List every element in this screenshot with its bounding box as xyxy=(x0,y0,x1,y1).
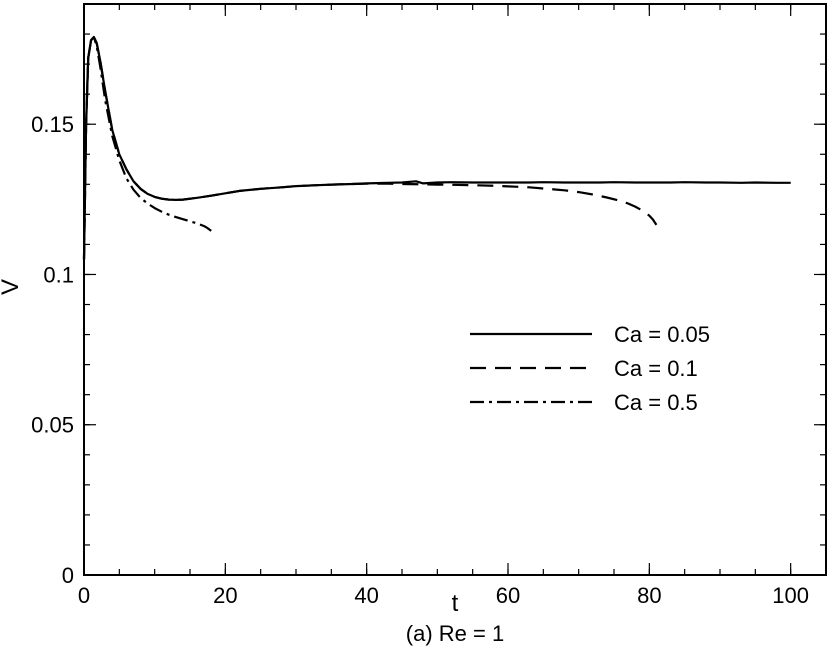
legend-label-ca-0-05: Ca = 0.05 xyxy=(614,322,710,347)
plot-frame xyxy=(83,3,827,576)
x-tick-label: 20 xyxy=(213,583,237,608)
y-tick-label: 0.1 xyxy=(43,262,74,287)
series-line-2 xyxy=(82,35,212,260)
y-tick-label: 0.15 xyxy=(31,112,74,137)
x-tick-label: 80 xyxy=(637,583,661,608)
series-line-0 xyxy=(82,35,791,260)
figure-caption: (a) Re = 1 xyxy=(406,621,504,646)
y-axis-title: V xyxy=(0,279,24,295)
y-tick-label: 0 xyxy=(62,563,74,588)
legend: Ca = 0.05 Ca = 0.1 Ca = 0.5 xyxy=(470,322,710,415)
x-tick-labels: 0 20 40 60 80 100 xyxy=(78,583,809,608)
y-tick-label: 0.05 xyxy=(31,413,74,438)
major-ticks xyxy=(83,4,826,576)
x-tick-label: 60 xyxy=(496,583,520,608)
legend-label-ca-0-5: Ca = 0.5 xyxy=(614,390,698,415)
x-tick-label: 100 xyxy=(772,583,809,608)
x-tick-label: 0 xyxy=(78,583,90,608)
x-tick-label: 40 xyxy=(354,583,378,608)
series-line-1 xyxy=(82,35,658,260)
y-tick-labels: 0 0.05 0.1 0.15 xyxy=(31,112,74,588)
legend-label-ca-0-1: Ca = 0.1 xyxy=(614,356,698,381)
minor-ticks xyxy=(83,3,827,576)
series-lines xyxy=(82,35,791,260)
x-axis-title: t xyxy=(452,590,459,617)
